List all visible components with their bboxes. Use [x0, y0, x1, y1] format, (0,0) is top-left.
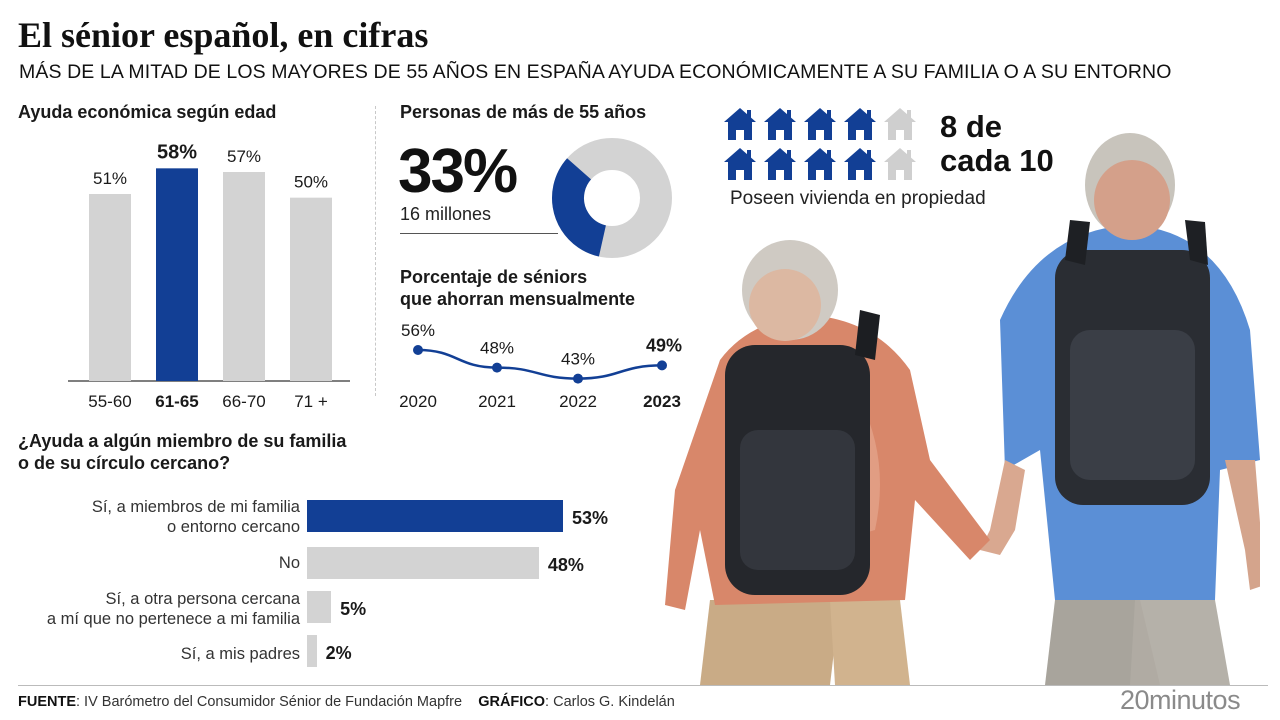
house-chimney	[907, 150, 911, 158]
brand-logo: 20minutos	[1120, 685, 1241, 715]
hbar-value: 48%	[547, 555, 584, 575]
point-value-label: 48%	[480, 339, 514, 358]
hbar-label: Sí, a mis padres	[180, 645, 300, 663]
housing-caption: Poseen vivienda en propiedad	[730, 188, 986, 209]
house-chimney	[827, 150, 831, 158]
house-chimney	[827, 110, 831, 118]
savings-chart-title: Porcentaje de séniors que ahorran mensua…	[400, 267, 636, 309]
bar-value-label: 58%	[157, 141, 197, 163]
point-value-label: 56%	[401, 321, 435, 340]
man-figure	[980, 133, 1260, 685]
hbar-value: 53%	[572, 508, 609, 528]
donut-leader-line	[400, 233, 558, 234]
house-chimney	[907, 110, 911, 118]
housing-stat: 8 de cada 10	[940, 109, 1054, 178]
x-tick-label: 2021	[478, 392, 516, 411]
senior-couple-photo	[665, 133, 1260, 685]
woman-figure	[665, 240, 990, 685]
hbar-label: Sí, a otra persona cercana a mí que no p…	[46, 590, 300, 628]
house-icon	[844, 108, 876, 140]
savings-line-chart: 56% 2020 48% 2021 43% 2022 49% 2023	[399, 321, 682, 411]
house-chimney	[867, 110, 871, 118]
house-chimney	[747, 110, 751, 118]
x-tick-label: 66-70	[222, 392, 265, 411]
line-point	[413, 345, 423, 355]
page-subtitle: MÁS DE LA MITAD DE LOS MAYORES DE 55 AÑO…	[19, 61, 1172, 83]
bar	[156, 168, 198, 381]
bar-value-label: 57%	[227, 147, 261, 166]
bar-value-label: 51%	[93, 169, 127, 188]
point-value-label: 43%	[561, 350, 595, 369]
house-chimney	[787, 110, 791, 118]
series-line	[417, 348, 663, 380]
hbar-bar	[307, 635, 317, 667]
bar	[89, 194, 131, 381]
house-icon	[844, 148, 876, 180]
section-divider	[375, 106, 376, 396]
x-tick-label: 2022	[559, 392, 597, 411]
house-icon	[804, 148, 836, 180]
house-chimney	[867, 150, 871, 158]
hbar-label: Sí, a miembros de mi familia o entorno c…	[91, 498, 300, 536]
hbar-bar	[307, 500, 563, 532]
family-chart-title: ¿Ayuda a algún miembro de su familia o d…	[18, 431, 347, 473]
house-icon	[724, 148, 756, 180]
house-icon	[884, 108, 916, 140]
x-tick-label: 71 +	[294, 392, 328, 411]
x-tick-label: 61-65	[155, 392, 198, 411]
line-point	[492, 362, 502, 373]
point-value-label: 49%	[646, 335, 682, 355]
persons-big-value: 33%	[398, 137, 518, 206]
hbar-bar	[307, 547, 539, 579]
footer-credits: FUENTE: IV Barómetro del Consumidor Séni…	[18, 694, 675, 710]
source-label: FUENTE	[18, 694, 76, 710]
x-tick-label: 2020	[399, 392, 437, 411]
house-icon	[804, 108, 836, 140]
x-tick-label: 55-60	[88, 392, 131, 411]
line-point	[657, 360, 667, 371]
housing-icon-grid	[724, 108, 916, 180]
hbar-bar	[307, 591, 332, 623]
persons-donut-chart	[552, 138, 672, 258]
footer-rule	[18, 685, 1268, 686]
page-title: El sénior español, en cifras	[18, 15, 429, 55]
house-icon	[724, 108, 756, 140]
age-bar-chart: 51% 55-60 58% 61-65 57% 66-70 50% 71 +	[68, 141, 350, 411]
bar-value-label: 50%	[294, 173, 328, 192]
house-chimney	[787, 150, 791, 158]
hbar-value: 5%	[340, 599, 367, 619]
persons-title: Personas de más de 55 años	[400, 102, 647, 122]
hbar-value: 2%	[325, 643, 352, 663]
graphic-text: : Carlos G. Kindelán	[545, 694, 675, 710]
house-icon	[884, 148, 916, 180]
graphic-label: GRÁFICO	[478, 694, 546, 710]
bar	[223, 172, 265, 381]
house-icon	[764, 148, 796, 180]
source-text: : IV Barómetro del Consumidor Sénior de …	[76, 694, 463, 710]
x-tick-label: 2023	[643, 392, 681, 411]
age-chart-title: Ayuda económica según edad	[18, 102, 277, 122]
line-point	[573, 373, 583, 384]
house-icon	[764, 108, 796, 140]
house-chimney	[747, 150, 751, 158]
persons-millions: 16 millones	[400, 204, 492, 224]
donut-slice	[552, 138, 672, 258]
bar	[290, 197, 332, 381]
hbar-label: No	[278, 554, 300, 572]
